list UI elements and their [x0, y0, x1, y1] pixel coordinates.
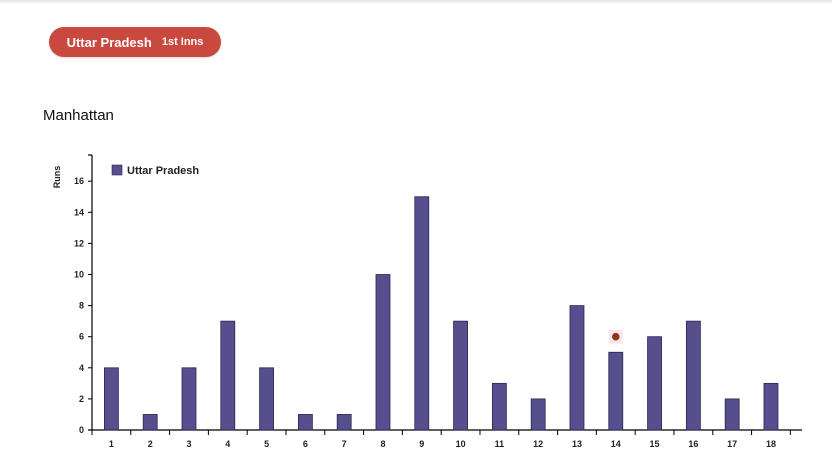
bar-over-10[interactable]: [453, 320, 468, 431]
x-tick-label: 14: [611, 439, 621, 449]
x-tick-label: 13: [572, 439, 582, 449]
bar-over-1[interactable]: [103, 367, 119, 431]
x-tick-label: 1: [109, 439, 114, 449]
y-tick-label: 4: [79, 363, 84, 373]
top-border: [0, 0, 832, 3]
x-tick-label: 6: [303, 439, 308, 449]
bar-over-3[interactable]: [181, 367, 197, 431]
innings-label: 1st Inns: [161, 36, 204, 48]
y-tick-label: 6: [79, 332, 84, 342]
bar-over-7[interactable]: [336, 414, 352, 431]
bar-over-5[interactable]: [259, 367, 274, 431]
x-tick-label: 5: [264, 439, 269, 449]
bar-over-9[interactable]: [414, 196, 430, 431]
x-tick-label: 4: [225, 439, 230, 449]
y-tick-label: 10: [74, 270, 84, 280]
x-tick-label: 10: [456, 439, 466, 449]
y-tick-label: 16: [74, 176, 84, 186]
bar-over-15[interactable]: [647, 336, 662, 431]
x-tick-label: 18: [766, 439, 776, 449]
y-axis-label: Runs: [52, 166, 62, 189]
y-tick-label: 0: [79, 425, 84, 435]
legend-swatch: [111, 164, 123, 176]
innings-tab-uttar-pradesh-1st[interactable]: Uttar Pradesh 1st Inns: [49, 27, 221, 57]
bar-over-16[interactable]: [685, 320, 701, 431]
x-tick-label: 17: [727, 439, 737, 449]
x-tick-label: 3: [186, 439, 191, 449]
y-tick-label: 14: [74, 207, 84, 217]
x-tick-label: 12: [533, 439, 543, 449]
y-tick-label: 2: [79, 394, 84, 404]
wicket-marker-icon[interactable]: [611, 332, 620, 341]
bar-over-11[interactable]: [491, 382, 507, 431]
chart-title: Manhattan: [43, 107, 114, 124]
bar-over-12[interactable]: [530, 398, 546, 431]
x-tick-label: 16: [688, 439, 698, 449]
x-tick-label: 9: [419, 439, 424, 449]
x-tick-label: 11: [495, 439, 505, 449]
x-tick-label: 2: [148, 439, 153, 449]
bar-over-8[interactable]: [375, 274, 391, 431]
y-tick-label: 8: [79, 301, 84, 311]
x-tick-label: 15: [650, 439, 660, 449]
legend-label[interactable]: Uttar Pradesh: [127, 165, 199, 177]
bar-over-17[interactable]: [724, 398, 740, 431]
x-tick-label: 8: [380, 439, 385, 449]
bar-over-2[interactable]: [142, 414, 158, 431]
y-tick-label: 12: [74, 238, 84, 248]
team-name: Uttar Pradesh: [66, 34, 152, 50]
bar-over-13[interactable]: [569, 305, 585, 431]
bar-over-14[interactable]: [608, 351, 624, 431]
bar-over-18[interactable]: [763, 382, 779, 431]
x-tick-label: 7: [342, 439, 347, 449]
bar-over-6[interactable]: [297, 414, 313, 431]
bar-over-4[interactable]: [220, 320, 236, 431]
